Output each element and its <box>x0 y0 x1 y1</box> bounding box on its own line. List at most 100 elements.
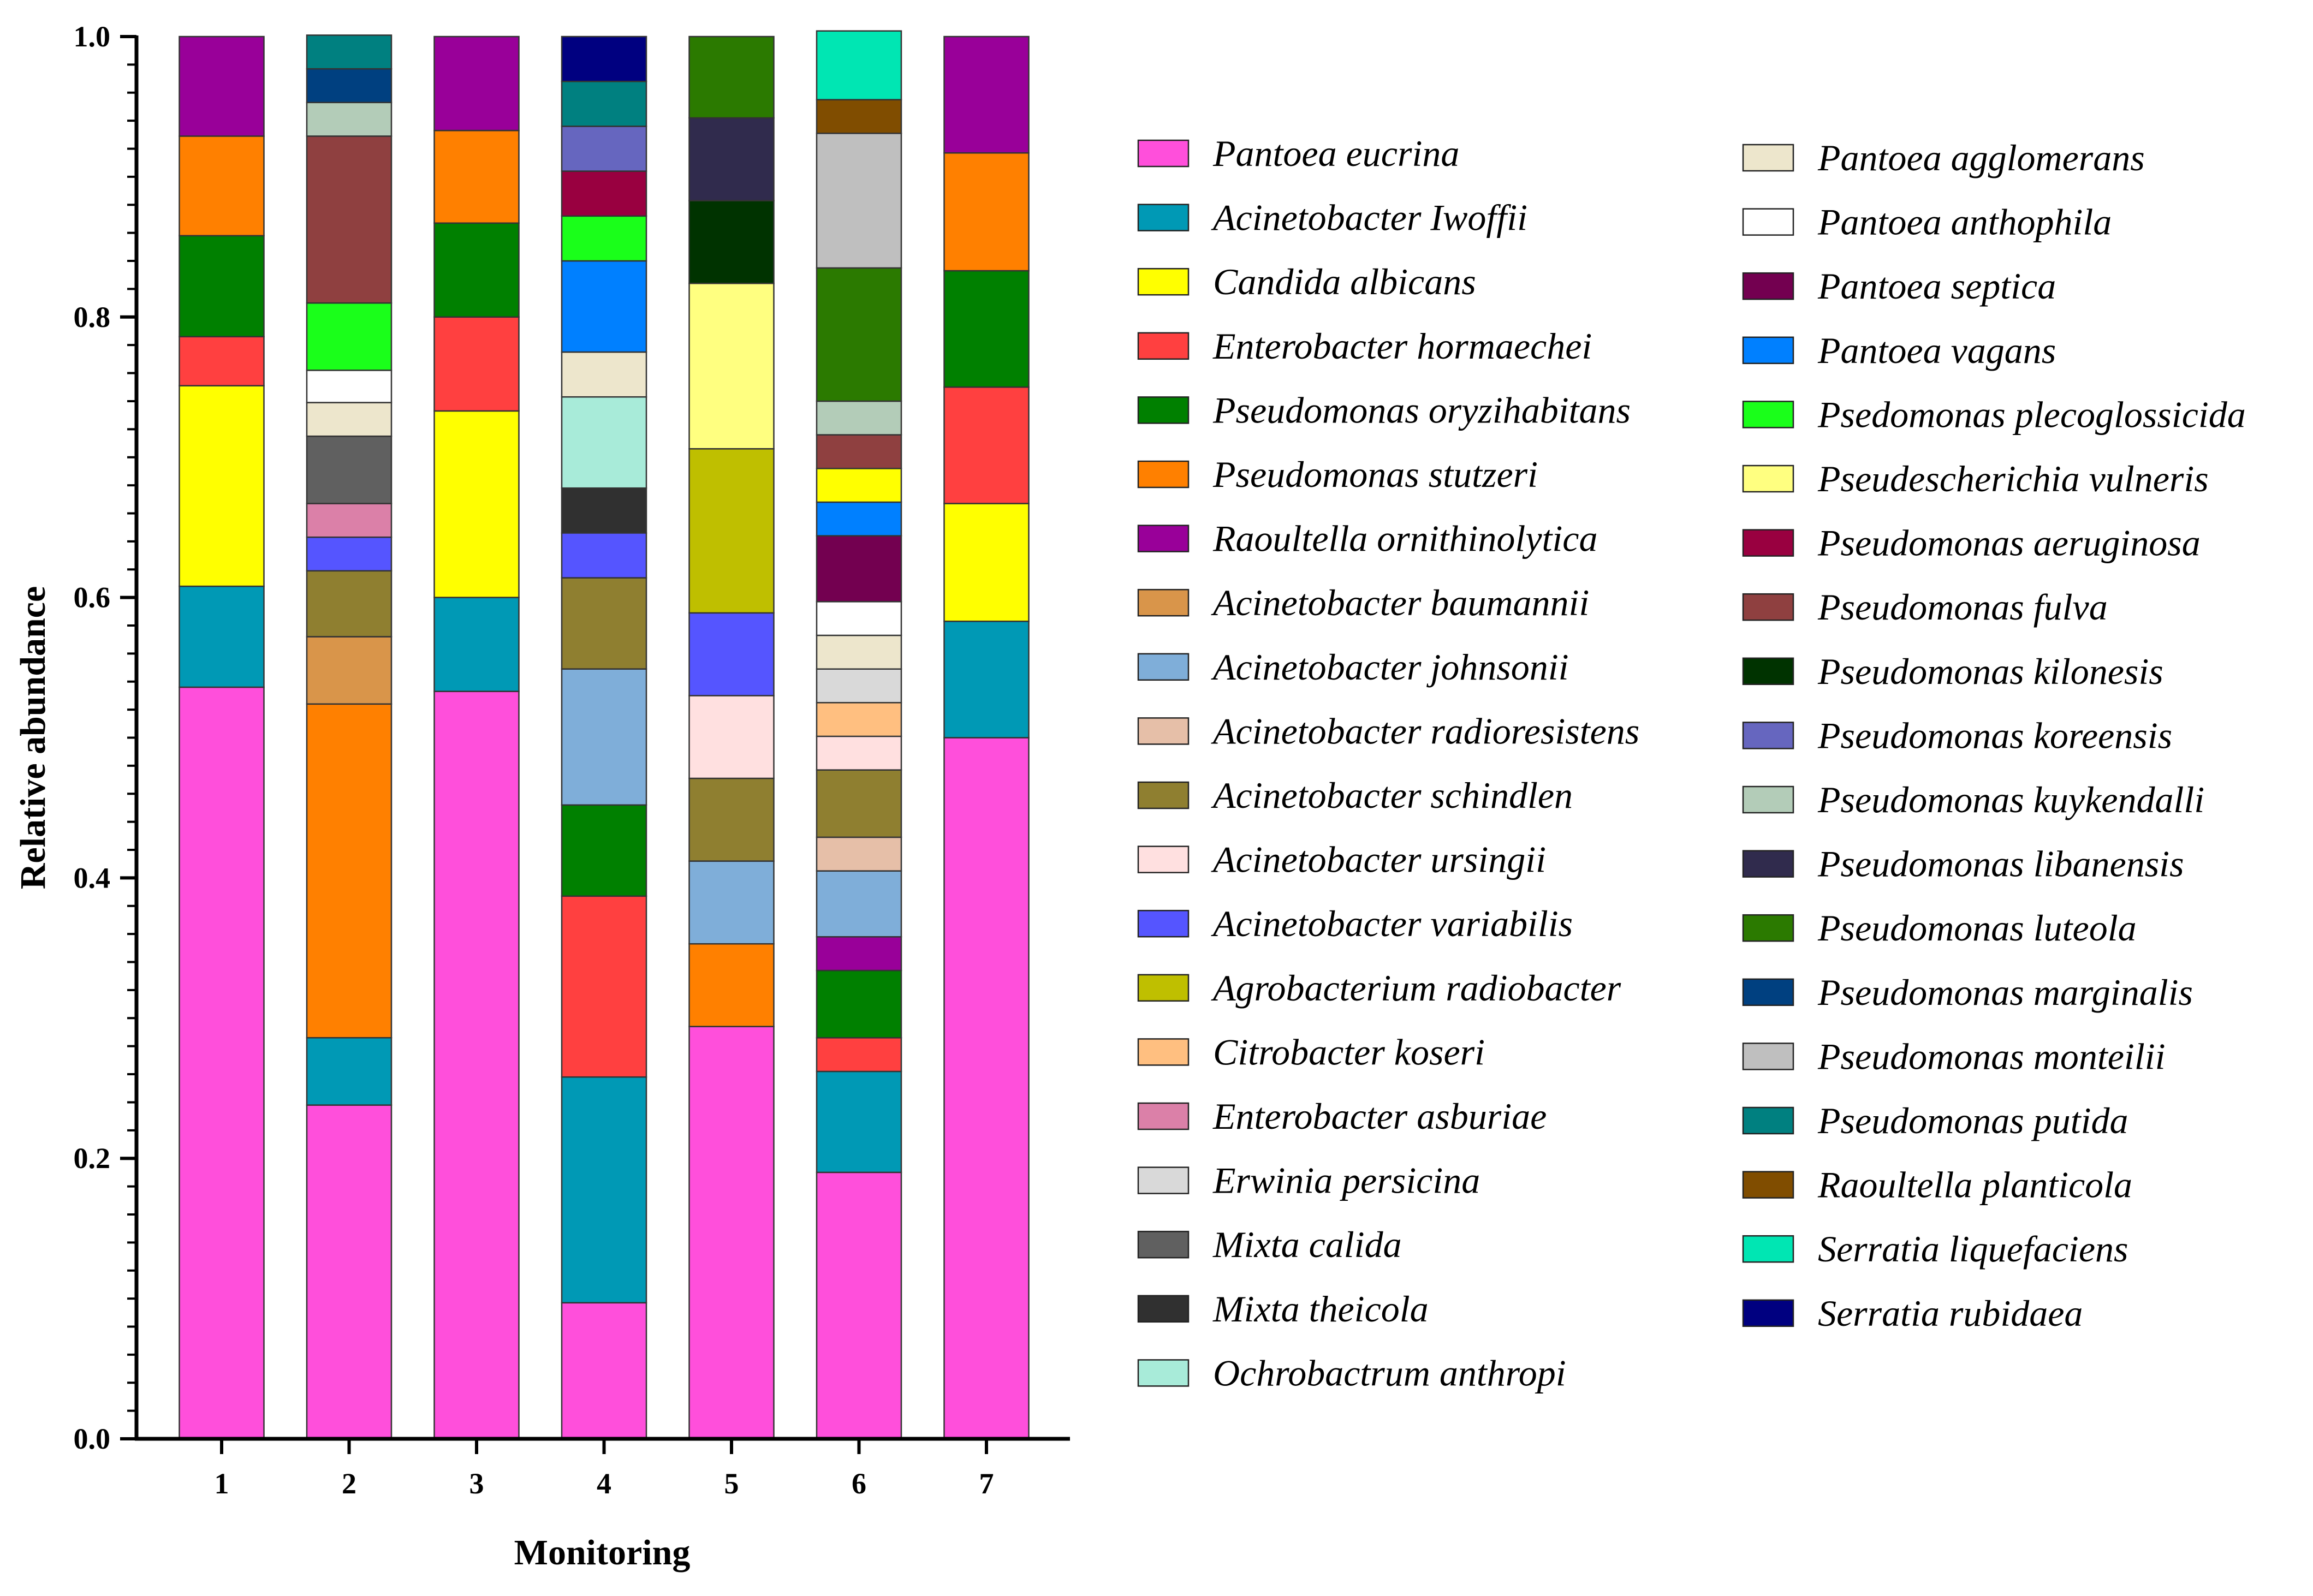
legend-label-pseudescherichia-vulneris: Pseudescherichia vulneris <box>1817 458 2209 499</box>
bar-2-pseudomonas-putida <box>306 34 393 70</box>
bar-5-acinetobacter-johnsonii <box>688 860 775 945</box>
legend-swatch-pseudomonas-kilonesis <box>1742 657 1794 686</box>
bar-3-raoultella-ornithinolytica <box>433 35 520 132</box>
bar-2-pantoea-agglomerans <box>306 402 393 437</box>
bar-4-serratia-rubidaea <box>561 35 647 82</box>
bar-6-pantoea-anthophila <box>816 601 902 636</box>
bar-2-pantoea-eucrina <box>306 1104 393 1440</box>
legend-label-raoultella-ornithinolytica: Raoultella ornithinolytica <box>1212 518 1597 559</box>
x-tick-label: 6 <box>852 1467 866 1500</box>
legend-label-agrobacterium-radiobacter: Agrobacterium radiobacter <box>1211 967 1621 1009</box>
bars-group <box>179 30 1030 1440</box>
legend-swatch-pseudomonas-putida <box>1742 1106 1794 1135</box>
legend-label-pseudomonas-stutzeri: Pseudomonas stutzeri <box>1212 454 1538 495</box>
legend: Pantoea eucrina Acinetobacter Iwoffii Cand… <box>1137 133 2246 1393</box>
legend-swatch-pseudomonas-libanensis <box>1742 850 1794 878</box>
bar-6-enterobacter-hormaechei <box>816 1037 902 1073</box>
bar-1-pantoea-eucrina <box>179 686 265 1440</box>
legend-swatch-pseudomonas-aeruginosa <box>1742 529 1794 557</box>
bar-3-pseudomonas-oryzihabitans <box>433 222 520 318</box>
bar-4-pseudomonas-oryzihabitans <box>561 804 647 897</box>
bar-4-psedomonas-plecoglossicida <box>561 215 647 262</box>
legend-label-raoultella-planticola: Raoultella planticola <box>1817 1164 2132 1206</box>
bar-6-pantoea-septica <box>816 535 902 603</box>
legend-label-enterobacter-hormaechei: Enterobacter hormaechei <box>1212 325 1592 367</box>
legend-swatch-pantoea-anthophila <box>1742 208 1794 236</box>
bar-5-pseudomonas-libanensis <box>688 117 775 201</box>
legend-label-pseudomonas-marginalis: Pseudomonas marginalis <box>1817 972 2193 1013</box>
legend-swatch-acinetobacter-johnsonii <box>1137 653 1190 681</box>
bar-4-pantoea-eucrina <box>561 1302 647 1440</box>
y-axis-title: Relative abundance <box>13 586 53 890</box>
bar-6-pantoea-vagans <box>816 501 902 537</box>
legend-label-mixta-theicola: Mixta theicola <box>1212 1288 1429 1330</box>
legend-swatch-acinetobacter-iwoffii <box>1137 204 1190 231</box>
legend-label-pseudomonas-fulva: Pseudomonas fulva <box>1817 586 2108 628</box>
bar-6-acinetobacter-iwoffii <box>816 1070 902 1174</box>
bar-2-acinetobacter-variabilis <box>306 536 393 572</box>
bar-5-acinetobacter-ursingii <box>688 695 775 779</box>
bar-1-candida-albicans <box>179 385 265 587</box>
bar-6-pseudomonas-luteola <box>816 267 902 402</box>
legend-label-ochrobactrum-anthropi: Ochrobactrum anthropi <box>1213 1352 1566 1393</box>
legend-label-acinetobacter-variabilis: Acinetobacter variabilis <box>1211 903 1573 944</box>
bar-2-pseudomonas-marginalis <box>306 68 393 104</box>
legend-label-serratia-rubidaea: Serratia rubidaea <box>1818 1293 2083 1334</box>
bar-7-pantoea-eucrina <box>943 737 1030 1440</box>
bar-4-pseudomonas-putida <box>561 80 647 127</box>
legend-label-pseudomonas-kuykendalli: Pseudomonas kuykendalli <box>1817 779 2204 820</box>
legend-label-mixta-calida: Mixta calida <box>1212 1224 1402 1265</box>
bar-5-pseudomonas-luteola <box>688 35 775 119</box>
bar-2-acinetobacter-iwoffii <box>306 1037 393 1106</box>
legend-swatch-pantoea-agglomerans <box>1742 144 1794 172</box>
bar-4-acinetobacter-johnsonii <box>561 668 647 806</box>
bar-1-pseudomonas-oryzihabitans <box>179 235 265 338</box>
y-tick-label: 0.0 <box>74 1422 111 1455</box>
bar-5-pantoea-eucrina <box>688 1026 775 1440</box>
bar-6-acinetobacter-radioresistens <box>816 836 902 872</box>
legend-label-pseudomonas-libanensis: Pseudomonas libanensis <box>1817 843 2184 885</box>
legend-swatch-pseudomonas-stutzeri <box>1137 460 1190 489</box>
x-ticks-group: 1 2 3 4 5 6 7 <box>215 1439 994 1500</box>
legend-swatch-citrobacter-koseri <box>1137 1038 1190 1066</box>
bar-5-pseudomonas-stutzeri <box>688 943 775 1027</box>
bar-5-pseudomonas-kilonesis <box>688 200 775 284</box>
y-ticks-group: 0.0 0.2 0.4 0.6 0.8 1.0 <box>74 20 136 1455</box>
legend-label-pseudomonas-luteola: Pseudomonas luteola <box>1817 907 2137 949</box>
legend-label-acinetobacter-baumannii: Acinetobacter baumannii <box>1211 582 1589 623</box>
bar-6-acinetobacter-ursingii <box>816 735 902 771</box>
legend-label-citrobacter-koseri: Citrobacter koseri <box>1213 1031 1485 1073</box>
y-tick-label: 0.8 <box>74 301 111 334</box>
bar-7-candida-albicans <box>943 503 1030 622</box>
legend-label-pantoea-anthophila: Pantoea anthophila <box>1817 201 2112 243</box>
bar-7-pseudomonas-stutzeri <box>943 152 1030 272</box>
bar-6-serratia-liquefaciens <box>816 30 902 100</box>
bar-2-psedomonas-plecoglossicida <box>306 302 393 371</box>
bar-3-pantoea-eucrina <box>433 690 520 1440</box>
x-tick-label: 7 <box>979 1467 994 1500</box>
legend-label-pseudomonas-oryzihabitans: Pseudomonas oryzihabitans <box>1212 389 1631 431</box>
bar-2-mixta-calida <box>306 435 393 504</box>
legend-swatch-enterobacter-asburiae <box>1137 1102 1190 1130</box>
bar-4-ochrobactrum-anthropi <box>561 396 647 489</box>
legend-swatch-raoultella-planticola <box>1742 1171 1794 1199</box>
bar-7-pseudomonas-oryzihabitans <box>943 270 1030 388</box>
legend-label-serratia-liquefaciens: Serratia liquefaciens <box>1818 1228 2128 1270</box>
legend-swatch-acinetobacter-schindlen <box>1137 781 1190 809</box>
bar-7-enterobacter-hormaechei <box>943 386 1030 504</box>
bar-6-acinetobacter-johnsonii <box>816 870 902 938</box>
legend-swatch-pantoea-eucrina <box>1137 139 1190 168</box>
legend-swatch-erwinia-persicina <box>1137 1166 1190 1194</box>
legend-swatch-pantoea-septica <box>1742 272 1794 300</box>
bar-7-acinetobacter-iwoffii <box>943 621 1030 739</box>
legend-label-acinetobacter-ursingii: Acinetobacter ursingii <box>1211 839 1546 880</box>
bar-1-raoultella-ornithinolytica <box>179 35 265 137</box>
bar-6-candida-albicans <box>816 468 902 503</box>
legend-swatch-pantoea-vagans <box>1742 336 1794 365</box>
bar-6-pseudomonas-kuykendalli <box>816 400 902 436</box>
bar-4-pseudomonas-aeruginosa <box>561 170 647 217</box>
legend-swatch-pseudomonas-kuykendalli <box>1742 785 1794 814</box>
legend-label-erwinia-persicina: Erwinia persicina <box>1212 1160 1480 1201</box>
